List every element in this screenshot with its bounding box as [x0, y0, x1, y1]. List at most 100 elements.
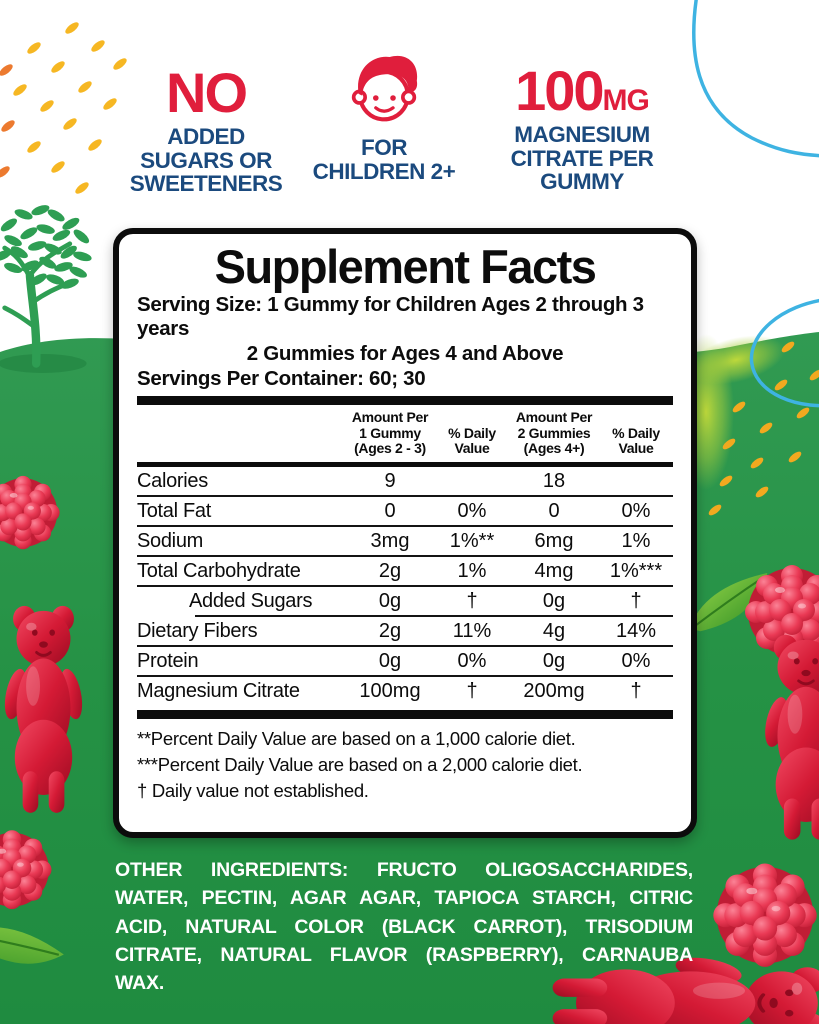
row-divider	[137, 675, 673, 678]
nutrient-value: †	[466, 679, 478, 702]
badge-subtext: ADDED SUGARS OR SWEETENERS	[117, 125, 295, 196]
other-ingredients: OTHER INGREDIENTS: FRUCTO OLIGOSACCHARID…	[115, 856, 693, 997]
row-divider	[137, 495, 673, 498]
blue-wave-line	[692, 0, 819, 158]
nutrient-value: 0%	[457, 649, 487, 672]
row-divider	[137, 525, 673, 528]
badge-subtext: FOR CHILDREN 2+	[305, 136, 463, 183]
nutrient-rows: Calories 9 18 Total Fat 0 0% 0 0% Sodium 3mg 1%** 6…	[137, 467, 673, 705]
badge-sub-line: SUGARS OR	[140, 147, 272, 173]
nutrient-name: Magnesium Citrate	[137, 679, 300, 702]
table-row: Protein 0g 0% 0g 0%	[137, 647, 673, 675]
table-row: Total Carbohydrate 2g 1% 4mg 1%***	[137, 557, 673, 585]
nutrient-name: Sodium	[137, 529, 204, 552]
nutrient-value: 0g	[542, 649, 566, 672]
badge-sub-line: ADDED	[167, 124, 245, 150]
badge-magnesium-citrate: 100MG MAGNESIUM CITRATE PER GUMMY	[492, 63, 672, 194]
column-header: Amount Per 2 Gummies (Ages 4+)	[515, 409, 593, 456]
table-column-headers: Amount Per 1 Gummy (Ages 2 - 3) % Daily Valu…	[137, 405, 673, 462]
other-ingredients-text: FRUCTO OLIGOSACCHARIDES, WATER, PECTIN, …	[115, 859, 694, 995]
tree-icon	[0, 205, 92, 373]
footnote: **Percent Daily Value are based on a 1,0…	[137, 728, 576, 750]
badge-sub-line: CITRATE PER	[510, 145, 654, 171]
nutrient-value: 18	[542, 469, 566, 492]
nutrient-value: 0	[548, 499, 560, 522]
nutrient-name: Dietary Fibers	[137, 619, 258, 642]
badge-headline: NO	[166, 61, 248, 124]
divider-thick	[137, 710, 673, 720]
nutrient-name: Calories	[137, 469, 208, 492]
nutrient-value: 0%	[621, 499, 651, 522]
nutrient-value: 0%	[621, 649, 651, 672]
nutrient-value: 2g	[378, 619, 402, 642]
badge-subtext: MAGNESIUM CITRATE PER GUMMY	[492, 123, 672, 194]
nutrient-value: 2g	[378, 559, 402, 582]
footnote: † Daily value not established.	[137, 780, 369, 802]
nutrient-value: 1%***	[609, 559, 663, 582]
panel-title: Supplement Facts	[214, 240, 597, 293]
divider-medium	[137, 462, 673, 468]
row-divider	[137, 645, 673, 648]
nutrient-name: Protein	[137, 649, 199, 672]
nutrient-value: 1%**	[449, 529, 495, 552]
blue-loop-line	[749, 296, 819, 408]
badge-sub-line: MAGNESIUM	[514, 122, 650, 148]
footnote: ***Percent Daily Value are based on a 2,…	[137, 754, 583, 776]
column-header: Amount Per 1 Gummy (Ages 2 - 3)	[351, 409, 429, 456]
badge-amount: 100	[515, 59, 604, 122]
nutrient-value: 100mg	[359, 679, 421, 702]
confetti-dashes-right	[708, 341, 819, 516]
supplement-facts-panel: Supplement Facts Serving Size: 1 Gummy f…	[113, 228, 697, 838]
nutrient-value: 6mg	[534, 529, 574, 552]
lime-texture	[687, 335, 785, 385]
row-divider	[137, 555, 673, 558]
nutrient-value: 1%	[621, 529, 651, 552]
badge-sub-line: FOR	[361, 135, 408, 160]
badge-unit: MG	[602, 84, 650, 117]
serving-size-line1: Serving Size: 1 Gummy for Children Ages …	[137, 292, 644, 341]
nutrient-name: Total Fat	[137, 499, 211, 522]
table-row: Magnesium Citrate 100mg † 200mg †	[137, 677, 673, 705]
badge-sub-line: GUMMY	[540, 169, 624, 195]
nutrient-value: 0	[384, 499, 396, 522]
column-header: % Daily Value	[448, 424, 496, 456]
nutrient-value: 0%	[457, 499, 487, 522]
footnotes: **Percent Daily Value are based on a 1,0…	[137, 726, 673, 804]
badge-no-added-sugars: NO ADDED SUGARS OR SWEETENERS	[117, 61, 295, 196]
other-ingredients-label: OTHER INGREDIENTS:	[115, 859, 349, 881]
row-divider	[195, 615, 673, 618]
serving-size-line2: 2 Gummies for Ages 4 and Above	[246, 341, 564, 365]
servings-per-container: Servings Per Container: 60; 30	[137, 366, 426, 390]
nutrient-name: Total Carbohydrate	[137, 559, 301, 582]
nutrient-value: 11%	[452, 619, 492, 642]
nutrient-value: 4g	[542, 619, 566, 642]
nutrient-value: †	[466, 589, 478, 612]
nutrient-value: 4mg	[534, 559, 574, 582]
table-row: Sodium 3mg 1%** 6mg 1%	[137, 527, 673, 555]
nutrient-value: 9	[384, 469, 396, 492]
nutrient-value: 0g	[542, 589, 566, 612]
nutrient-value: †	[630, 679, 642, 702]
table-row: Calories 9 18	[137, 467, 673, 495]
raspberry	[713, 863, 817, 967]
table-row: Total Fat 0 0% 0 0%	[137, 497, 673, 525]
table-row: Dietary Fibers 2g 11% 4g 14%	[137, 617, 673, 645]
table-row: Added Sugars 0g † 0g †	[137, 587, 673, 615]
confetti-dashes-top-left	[0, 22, 127, 194]
column-header: % Daily Value	[612, 424, 660, 456]
nutrient-value: 200mg	[523, 679, 585, 702]
nutrient-value: 3mg	[370, 529, 410, 552]
nutrient-value: 0g	[378, 589, 402, 612]
nutrient-value: †	[630, 589, 642, 612]
nutrient-value: 0g	[378, 649, 402, 672]
badge-sub-line: CHILDREN 2+	[312, 158, 456, 184]
badge-headline: 100MG	[492, 63, 672, 119]
nutrient-value: 14%	[615, 619, 657, 642]
nutrient-value: 1%	[457, 559, 487, 582]
child-face-icon	[351, 55, 418, 122]
badge-sub-line: SWEETENERS	[129, 171, 283, 197]
row-divider	[137, 585, 673, 588]
divider-thick	[137, 396, 673, 406]
nutrient-name: Added Sugars	[189, 589, 313, 612]
